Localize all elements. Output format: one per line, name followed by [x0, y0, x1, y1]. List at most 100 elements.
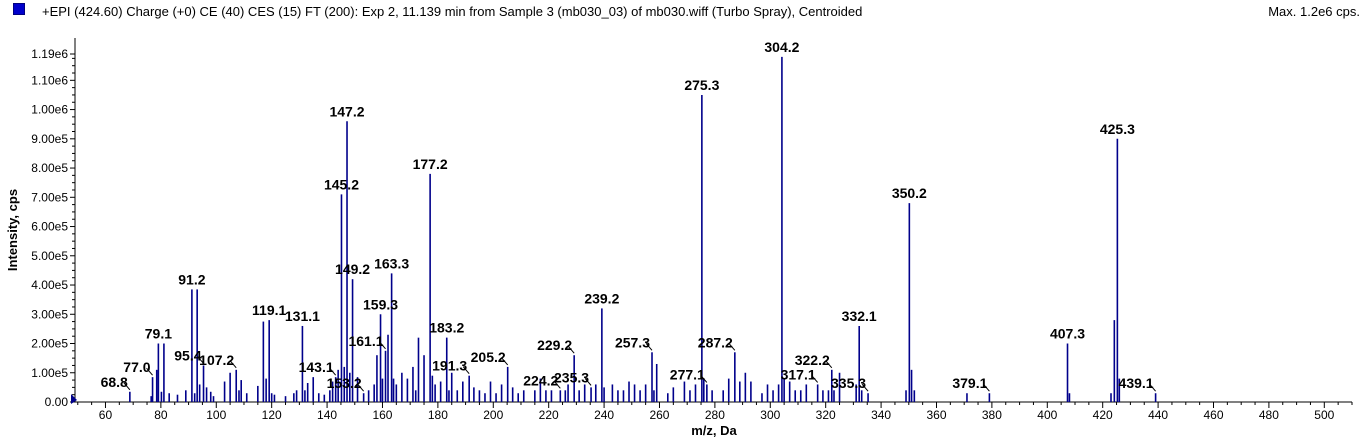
y-tick-label: 3.00e5: [31, 307, 68, 321]
peak-label-leader: [567, 345, 575, 354]
peak-label: 205.2: [471, 349, 506, 365]
x-tick-label: 360: [926, 408, 946, 422]
peak-label-leader: [825, 360, 833, 369]
peak-label: 77.0: [123, 359, 150, 375]
origin-marker: [71, 394, 77, 404]
x-tick-label: 300: [760, 408, 780, 422]
y-tick-label: 7.00e5: [31, 190, 68, 204]
peak-label: 147.2: [329, 103, 364, 119]
peak-label: 229.2: [537, 337, 572, 353]
series-color-swatch: [13, 3, 25, 15]
x-tick-label: 480: [1259, 408, 1279, 422]
chart-title: +EPI (424.60) Charge (+0) CE (40) CES (1…: [42, 4, 863, 19]
y-tick-label: 1.19e6: [31, 47, 68, 61]
peak-label: 95.4: [174, 347, 201, 363]
x-tick-label: 60: [99, 408, 113, 422]
x-tick-label: 140: [317, 408, 337, 422]
x-tick-label: 500: [1314, 408, 1334, 422]
x-tick-label: 120: [262, 408, 282, 422]
y-tick-label: 1.00e6: [31, 103, 68, 117]
peak-label: 425.3: [1100, 121, 1135, 137]
peak-label: 277.1: [670, 366, 705, 382]
y-tick-label: 2.00e5: [31, 337, 68, 351]
chart-header: +EPI (424.60) Charge (+0) CE (40) CES (1…: [0, 0, 1363, 22]
y-axis-title: Intensity, cps: [5, 189, 20, 271]
x-tick-label: 420: [1093, 408, 1113, 422]
peak-label-leader: [379, 341, 386, 350]
peak-label-leader: [645, 342, 653, 351]
x-tick-label: 220: [539, 408, 559, 422]
peak-label: 304.2: [764, 39, 799, 55]
peak-label: 379.1: [952, 375, 987, 391]
y-tick-label: 9.00e5: [31, 132, 68, 146]
peak-label-leader: [501, 357, 509, 366]
peak-label: 191.3: [432, 358, 467, 374]
peak-label-leader: [229, 360, 237, 369]
peak-label: 235.3: [554, 369, 589, 385]
peak-label-leader: [357, 383, 365, 392]
peak-label: 119.1: [252, 302, 286, 318]
x-tick-label: 240: [594, 408, 614, 422]
peak-label: 287.2: [698, 334, 733, 350]
peak-label: 407.3: [1050, 326, 1085, 342]
peak-label: 161.1: [348, 333, 383, 349]
x-tick-label: 80: [154, 408, 168, 422]
peak-label-leader: [123, 382, 131, 391]
peak-label: 149.2: [335, 261, 370, 277]
peak-label-leader: [553, 380, 561, 389]
peak-label: 163.3: [374, 255, 409, 271]
x-tick-label: 180: [428, 408, 448, 422]
x-tick-label: 400: [1037, 408, 1057, 422]
y-tick-label: 1.10e6: [31, 73, 68, 87]
x-tick-label: 380: [982, 408, 1002, 422]
peak-label: 143.1: [299, 359, 334, 375]
peak-label: 322.2: [795, 352, 830, 368]
axes: 60 80 100 120 140 160 180 200 220 240 260 280 300 320…: [31, 38, 1353, 422]
y-tick-label: 1.00e5: [31, 366, 68, 380]
y-tick-label: 0.00: [45, 395, 69, 409]
peak-label-leader: [700, 375, 708, 383]
peak-label: 332.1: [842, 308, 877, 324]
x-tick-label: 260: [649, 408, 669, 422]
spectrum-bars: [129, 56, 1157, 402]
peak-label: 350.2: [892, 185, 927, 201]
max-intensity-label: Max. 1.2e6 cps.: [1268, 4, 1360, 19]
peak-label: 145.2: [324, 176, 359, 192]
peak-label-leader: [861, 383, 869, 392]
peak-label: 439.1: [1119, 375, 1154, 391]
peak-label-leader: [146, 367, 153, 376]
peak-label: 79.1: [145, 326, 172, 342]
peak-label-leader: [728, 342, 736, 351]
x-tick-label: 200: [483, 408, 503, 422]
peak-label-leader: [1149, 383, 1156, 392]
peak-label: 107.2: [199, 352, 234, 368]
x-tick-label: 460: [1203, 408, 1223, 422]
peak-label: 159.3: [363, 296, 398, 312]
peak-label: 183.2: [429, 320, 464, 336]
x-tick-label: 280: [705, 408, 725, 422]
y-tick-label: 8.00e5: [31, 161, 68, 175]
x-tick-label: 340: [871, 408, 891, 422]
peak-label: 275.3: [684, 77, 719, 93]
peak-label-leader: [811, 375, 819, 383]
peak-label-leader: [983, 383, 990, 392]
peak-label: 239.2: [584, 290, 619, 306]
x-axis-title: m/z, Da: [691, 423, 737, 438]
x-tick-label: 320: [816, 408, 836, 422]
y-tick-label: 5.00e5: [31, 249, 68, 263]
peak-label: 335.3: [831, 375, 866, 391]
peak-label: 177.2: [413, 156, 448, 172]
x-tick-label: 440: [1148, 408, 1168, 422]
peak-label: 91.2: [178, 271, 205, 287]
peak-label: 224.2: [523, 372, 558, 388]
peak-label-leader: [329, 367, 337, 376]
y-tick-label: 4.00e5: [31, 278, 68, 292]
y-tick-label: 6.00e5: [31, 220, 68, 234]
x-tick-label: 100: [206, 408, 226, 422]
peak-label: 153.2: [327, 375, 362, 391]
peak-label-leader: [197, 356, 204, 364]
x-tick-label: 160: [372, 408, 392, 422]
peak-label: 131.1: [285, 308, 320, 324]
